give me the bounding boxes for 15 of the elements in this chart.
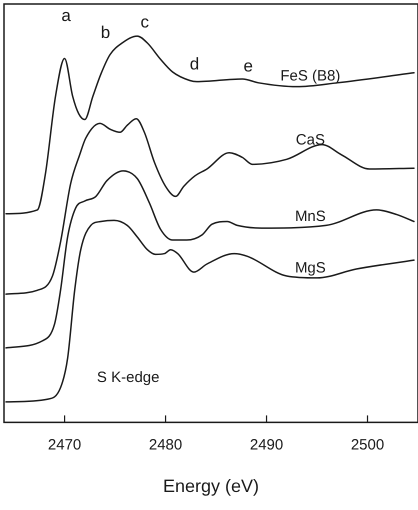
annotation: d	[190, 54, 200, 74]
x-tick-label: 2500	[350, 436, 384, 454]
x-axis-title: Energy (eV)	[162, 476, 260, 496]
series-label: MgS	[294, 259, 326, 276]
x-tick-label: 2490	[250, 436, 284, 454]
x-tick-label: 2480	[148, 436, 182, 454]
series-label: CaS	[296, 131, 325, 148]
series-label: FeS (B8)	[280, 67, 340, 84]
text: c	[140, 12, 150, 32]
text: a	[61, 6, 72, 26]
x-tick-label: 2470	[48, 436, 82, 454]
series-label: MnS	[294, 208, 326, 226]
annotation: S K-edge	[96, 368, 160, 386]
annotation: b	[100, 22, 110, 42]
annotation: e	[244, 56, 253, 76]
